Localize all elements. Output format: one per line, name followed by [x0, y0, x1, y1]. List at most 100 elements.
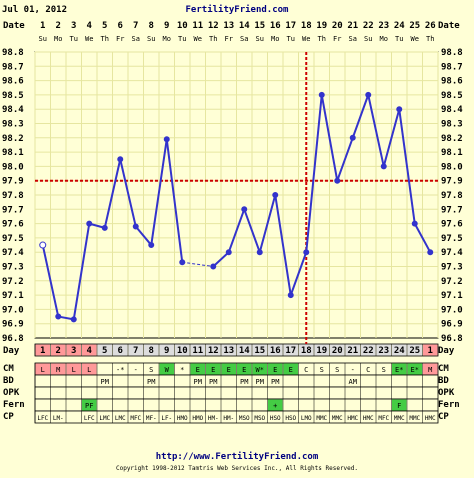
cm-cell-text: E* — [395, 366, 403, 374]
weekday-label: Fr — [116, 35, 124, 43]
y-tick-label-left: 98.0 — [2, 162, 24, 172]
y-tick-label-right: 98.6 — [441, 77, 463, 87]
temp-line-segment — [336, 137, 354, 182]
day-cell-text: 19 — [316, 346, 327, 356]
cp-cell-text: LFC — [84, 415, 95, 422]
cm-cell-text: S — [149, 366, 153, 374]
row-label-cm-right: CM — [438, 364, 449, 374]
temp-point — [241, 206, 248, 213]
y-tick-label-left: 96.9 — [2, 320, 24, 330]
day-cell-text: 21 — [347, 346, 358, 356]
temp-point — [117, 156, 124, 163]
y-tick-label-right: 97.8 — [441, 191, 463, 201]
cm-cell-bg — [206, 363, 221, 375]
row-label-fern-left: Fern — [3, 400, 25, 410]
weekday-label: Sa — [240, 35, 248, 43]
temp-line-segment — [413, 223, 432, 253]
footer-url[interactable]: http://www.FertilityFriend.com — [156, 451, 319, 462]
date-number: 17 — [285, 21, 296, 31]
cp-cell-text: HSO — [285, 415, 296, 422]
fern-cell-bg — [268, 399, 283, 411]
row-label-opk-right: OPK — [438, 388, 455, 398]
day-cell-bg — [407, 344, 422, 356]
temperature-plot-layer — [35, 52, 438, 344]
cm-cell-bg — [252, 363, 267, 375]
day-cell-bg — [82, 344, 97, 356]
day-cell-bg — [330, 344, 345, 356]
cm-cell-bg — [392, 363, 407, 375]
date-number: 2 — [56, 21, 61, 31]
temp-line-segment — [150, 139, 168, 246]
day-cell-text: 1 — [428, 346, 433, 356]
temp-line-segment — [351, 94, 370, 139]
day-cell-text: 12 — [208, 346, 219, 356]
weekday-label: Tu — [70, 35, 78, 43]
temp-point — [86, 220, 93, 227]
fern-cell-text: + — [273, 402, 277, 410]
y-tick-label-right: 97.0 — [441, 305, 463, 315]
fern-cell-text: F — [397, 402, 401, 410]
day-cell-bg — [175, 344, 190, 356]
weekday-label: We — [85, 35, 93, 43]
bd-cell-text: PM — [101, 378, 109, 386]
y-tick-label-left: 97.9 — [2, 177, 24, 187]
fern-cell-text: PF — [85, 402, 93, 410]
y-tick-label-right: 98.5 — [441, 91, 463, 101]
temp-line-gap — [182, 261, 214, 267]
cm-cell-text: E — [211, 366, 215, 374]
y-tick-label-right: 97.6 — [441, 220, 463, 230]
cm-cell-bg — [159, 363, 174, 375]
cm-cell-text: - — [351, 366, 355, 374]
temp-point — [55, 313, 62, 320]
weekday-label: Sa — [349, 35, 357, 43]
temp-point — [318, 91, 325, 98]
weekday-label: We — [194, 35, 202, 43]
day-cell-bg — [97, 344, 112, 356]
fern-cell-bg — [392, 399, 407, 411]
day-cell-text: 1 — [40, 346, 45, 356]
day-cell-bg — [66, 344, 81, 356]
y-tick-label-right: 97.1 — [441, 291, 463, 301]
temp-line-segment — [289, 251, 308, 296]
row-label-date-left: Date — [3, 21, 25, 31]
cm-cell-bg — [82, 363, 97, 375]
day-cell-text: 3 — [71, 346, 76, 356]
cp-cell-text: LFC — [37, 415, 48, 422]
day-cell-text: 7 — [133, 346, 138, 356]
cp-cell-text: MFC — [378, 415, 389, 422]
y-tick-label-right: 97.3 — [441, 263, 463, 273]
day-cell-text: 11 — [192, 346, 203, 356]
cm-cell-text: L — [72, 366, 76, 374]
temp-point — [334, 177, 341, 184]
temp-point — [411, 220, 418, 227]
weekday-label: Sa — [132, 35, 140, 43]
cm-cell-bg — [35, 363, 50, 375]
weekday-label: We — [411, 35, 419, 43]
cp-cell-text: LMO — [301, 415, 312, 422]
y-tick-label-left: 97.7 — [2, 205, 24, 215]
cm-cell-text: E — [289, 366, 293, 374]
bd-cell-text: PM — [209, 378, 217, 386]
cm-cell-text: - — [134, 366, 138, 374]
day-cell-text: 14 — [239, 346, 250, 356]
date-number: 20 — [332, 21, 343, 31]
temp-line-segment — [320, 94, 339, 181]
cp-cell-text: HSO — [270, 415, 281, 422]
temp-line-segment — [134, 225, 153, 246]
cm-cell-text: L — [87, 366, 91, 374]
site-name[interactable]: FertilityFriend.com — [186, 4, 290, 15]
cp-cell-text: MFC — [130, 415, 141, 422]
weekday-label: Su — [147, 35, 155, 43]
date-number: 8 — [149, 21, 154, 31]
temp-line-segment — [103, 159, 122, 229]
cm-cell-text: S — [320, 366, 324, 374]
temp-point — [427, 249, 434, 256]
day-cell-bg — [221, 344, 236, 356]
bd-cell-text: PM — [271, 378, 279, 386]
cp-cell-text: HM- — [208, 415, 219, 422]
date-number: 18 — [301, 21, 312, 31]
y-tick-label-right: 97.9 — [441, 177, 463, 187]
day-cell-text: 8 — [149, 346, 154, 356]
